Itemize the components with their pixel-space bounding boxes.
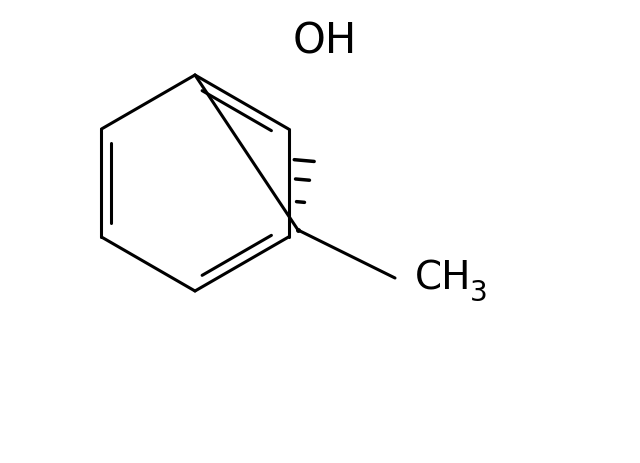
Text: CH: CH bbox=[415, 259, 472, 297]
Text: 3: 3 bbox=[470, 279, 488, 307]
Text: OH: OH bbox=[293, 21, 357, 63]
